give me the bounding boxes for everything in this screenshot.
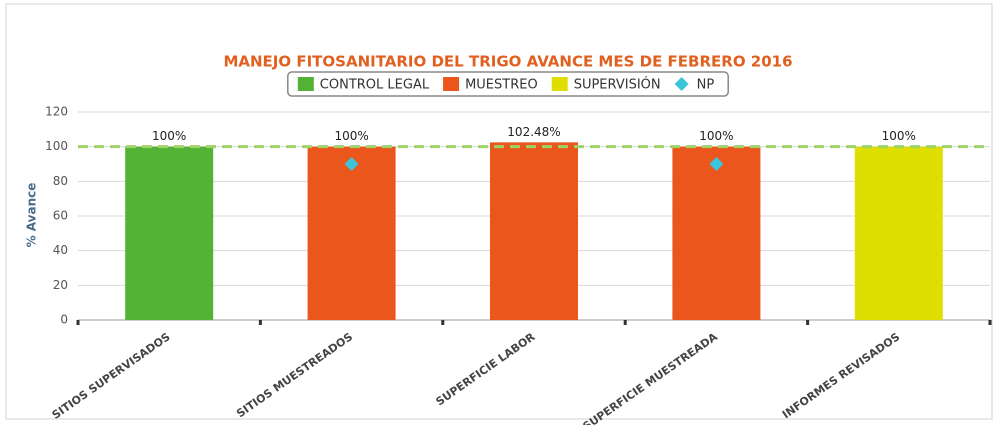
- y-tick-label: 20: [53, 278, 68, 292]
- legend-swatch: [551, 77, 568, 91]
- y-axis-label: % Avance: [25, 183, 39, 248]
- legend-swatch: [297, 77, 314, 91]
- legend-label: MUESTREO: [465, 78, 538, 93]
- bar: [125, 146, 214, 320]
- chart-title: MANEJO FITOSANITARIO DEL TRIGO AVANCE ME…: [223, 53, 792, 71]
- data-label: 100%: [152, 129, 186, 143]
- legend-box: [287, 71, 729, 97]
- y-tick-label: 0: [60, 313, 68, 327]
- data-label: 100%: [699, 129, 733, 143]
- legend-label: NP: [697, 78, 715, 93]
- legend-label: SUPERVISIÓN: [574, 77, 661, 93]
- y-tick-label: 60: [53, 209, 68, 223]
- legend-swatch: [674, 77, 689, 91]
- marker: [709, 157, 724, 171]
- legend-swatch: [443, 77, 460, 91]
- bar: [490, 142, 578, 320]
- marker: [344, 157, 359, 171]
- data-label: 100%: [882, 129, 916, 143]
- y-tick-label: 40: [53, 243, 68, 257]
- data-label: 102.48%: [507, 125, 560, 139]
- data-label: 100%: [334, 129, 368, 143]
- y-tick-label: 100: [45, 139, 68, 153]
- bar: [307, 146, 396, 320]
- bar: [672, 146, 761, 320]
- legend: CONTROL LEGAL MUESTREO SUPERVISIÓN NP: [297, 77, 715, 93]
- legend-label: CONTROL LEGAL: [320, 78, 430, 93]
- y-tick-label: 80: [53, 174, 68, 188]
- y-tick-label: 120: [45, 105, 68, 119]
- bar: [854, 146, 943, 320]
